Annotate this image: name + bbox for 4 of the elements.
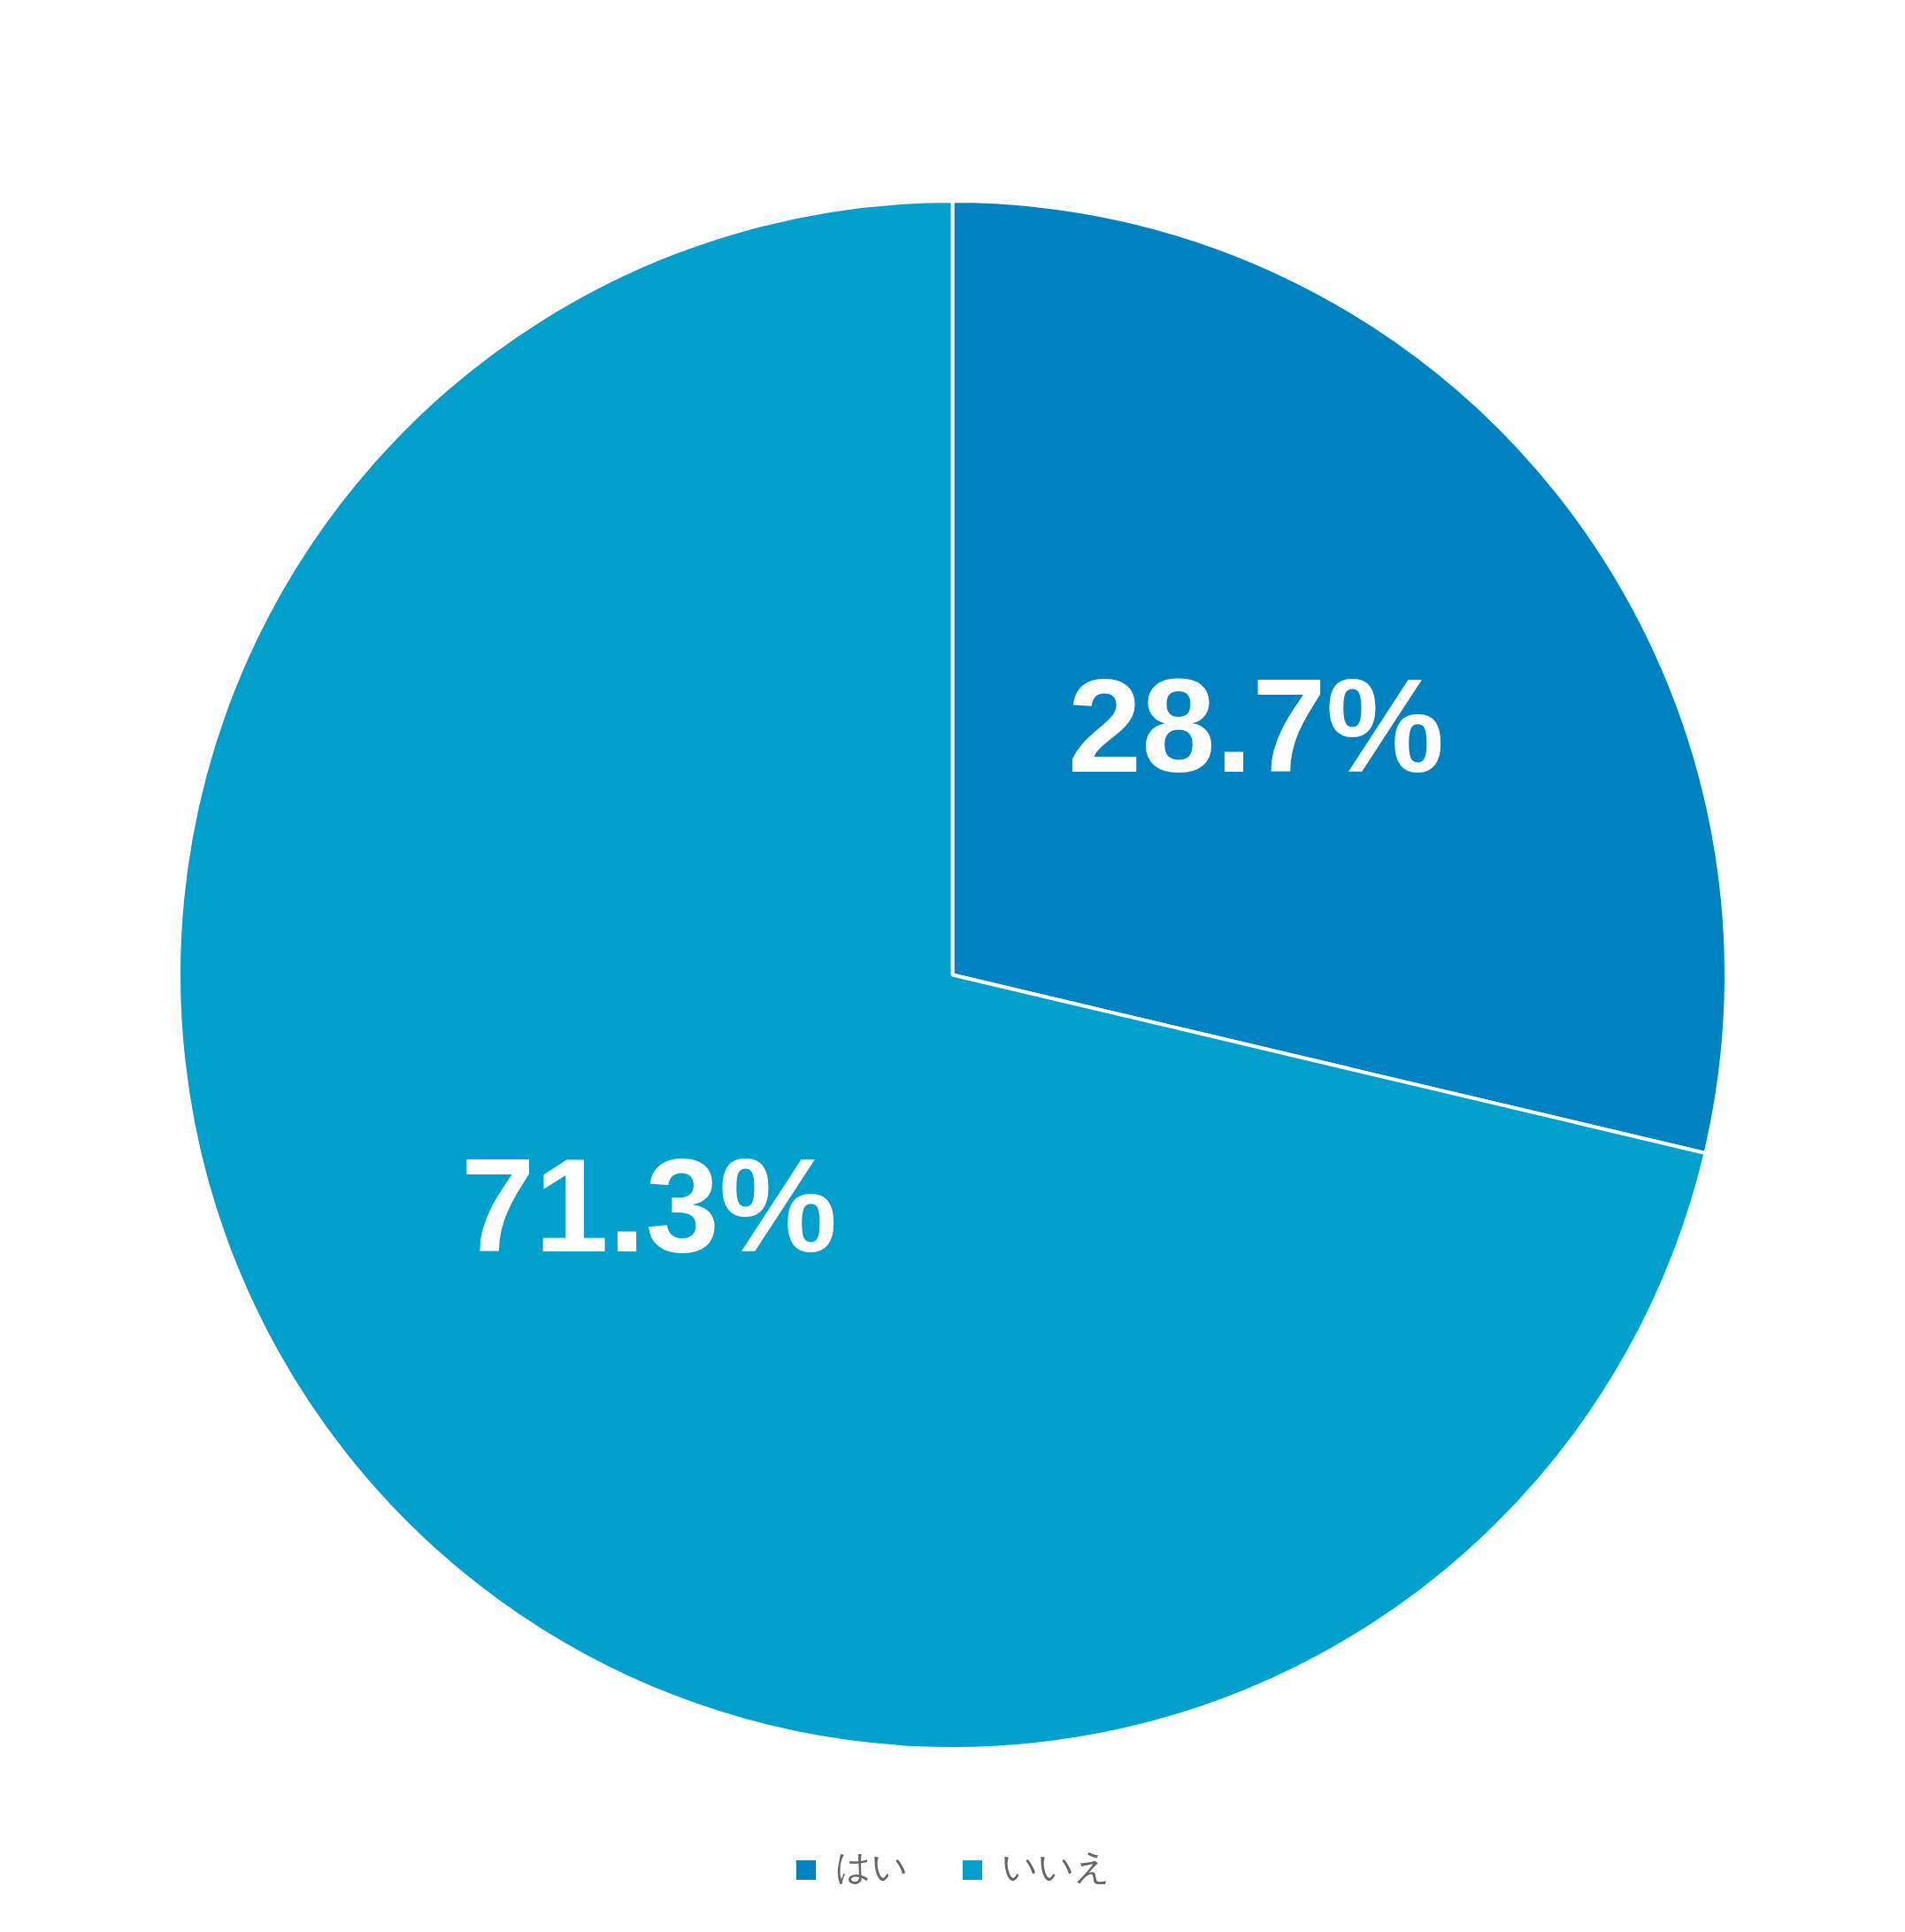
data-label: 71.3% [460,1131,838,1281]
legend-label: はい [835,1846,908,1888]
legend-label: いいえ [1002,1846,1110,1888]
data-label: 28.7% [1067,650,1445,800]
